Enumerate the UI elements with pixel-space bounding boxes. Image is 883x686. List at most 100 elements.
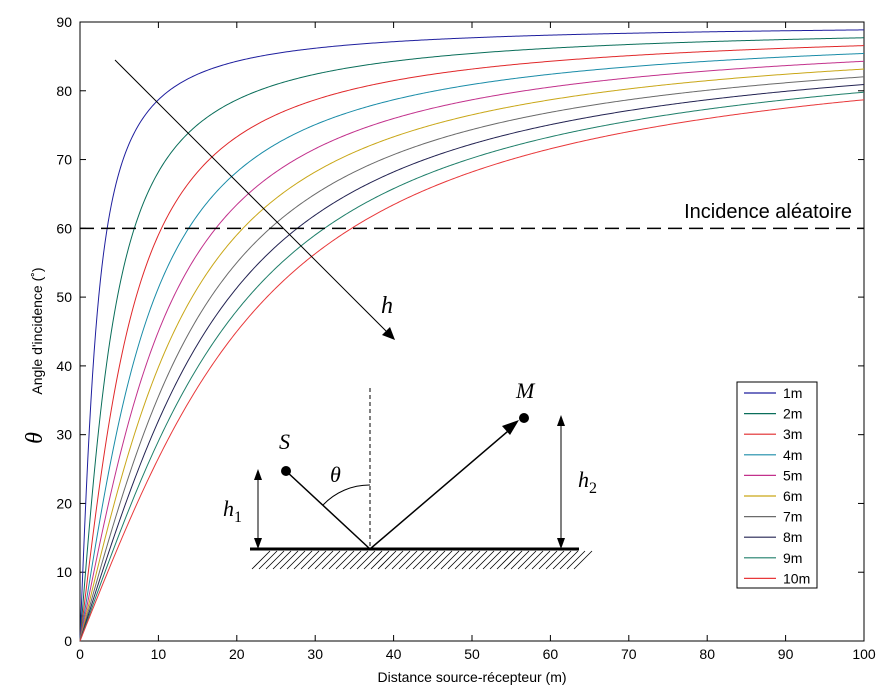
y-axis-symbol: θ [22, 432, 48, 444]
hatch-line [356, 550, 376, 570]
hatch-line [538, 550, 558, 570]
hatch-line [363, 550, 383, 570]
hatch-line [461, 550, 481, 570]
series-line-5m [79, 60, 865, 642]
hatch-line [321, 550, 341, 570]
series-line-1m [79, 29, 865, 642]
hatch-line [510, 550, 530, 570]
hatch-line [412, 550, 432, 570]
legend-label: 9m [783, 550, 802, 566]
hatch-line [447, 550, 467, 570]
hatch-line [517, 550, 537, 570]
hatch-line [251, 550, 271, 570]
hatch-line [272, 550, 292, 570]
y-tick-label: 90 [56, 14, 72, 30]
x-tick-label: 90 [778, 646, 794, 662]
x-tick-label: 80 [699, 646, 715, 662]
hatch-line [440, 550, 460, 570]
inset-h1-label-main: h [223, 496, 234, 521]
hatch-line [335, 550, 355, 570]
inset-h1-label: h1 [223, 496, 242, 526]
hatch-line [545, 550, 565, 570]
y-tick-label: 30 [56, 427, 72, 443]
series-line-6m [79, 68, 865, 642]
inset-h1-label-sub: 1 [234, 509, 242, 526]
inset-angle-label: θ [330, 462, 341, 487]
x-tick-label: 50 [464, 646, 480, 662]
hatch-line [286, 550, 306, 570]
hatch-line [566, 550, 586, 570]
legend-items: 1m 2m 3m 4m 5m 6m 7m 8m 9m 10m [744, 385, 810, 586]
inset-h2-arrowhead-top [557, 415, 565, 426]
hatch-line [475, 550, 495, 570]
x-tick-label: 40 [386, 646, 402, 662]
inset-incident-ray [285, 470, 371, 550]
hatch-line [573, 550, 593, 570]
inset-h1-arrowhead-top [254, 469, 262, 480]
hatch-line [426, 550, 446, 570]
trend-arrowhead [382, 327, 395, 340]
y-tick-label: 0 [64, 633, 72, 649]
hatch-line [370, 550, 390, 570]
hatch-line [531, 550, 551, 570]
legend-label: 2m [783, 406, 802, 422]
hatch-line [293, 550, 313, 570]
inset-h1-arrowhead-bottom [254, 538, 262, 549]
legend-label: 7m [783, 509, 802, 525]
hatch-line [503, 550, 523, 570]
ticks-layer: 0 10 20 30 40 50 60 70 80 90 100 0 10 20 30 40 50 60 70 80 9… [56, 14, 875, 662]
y-axis-title: Angle d'incidence (˚) [29, 267, 45, 394]
y-tick-label: 70 [56, 152, 72, 168]
series-line-2m [79, 37, 865, 642]
hatch-line [489, 550, 509, 570]
inset-h2-label-sub: 2 [589, 480, 597, 497]
hatch-line [349, 550, 369, 570]
legend-box [736, 381, 818, 589]
hatch-line [258, 550, 278, 570]
hatch-line [391, 550, 411, 570]
inset-h2-arrowhead-bottom [557, 538, 565, 549]
inset-h2-label: h2 [578, 467, 597, 497]
trend-arrow-label: h [381, 293, 393, 319]
hatch-line [454, 550, 474, 570]
hatch-line [419, 550, 439, 570]
hatch-line [496, 550, 516, 570]
y-tick-label: 50 [56, 289, 72, 305]
hatch-line [342, 550, 362, 570]
inset-angle-arc [322, 484, 371, 506]
legend-label: 1m [783, 385, 802, 401]
legend-label: 4m [783, 447, 802, 463]
x-tick-label: 70 [621, 646, 637, 662]
hatch-line [300, 550, 320, 570]
hatch-line [468, 550, 488, 570]
y-tick-label: 40 [56, 358, 72, 374]
hatch-line [559, 550, 579, 570]
trend-arrow-line [114, 59, 389, 334]
hatch-line [384, 550, 404, 570]
series-layer [79, 29, 865, 642]
hatch-line [307, 550, 327, 570]
hatch-line [265, 550, 285, 570]
reference-line-label: Incidence aléatoire [684, 201, 852, 223]
x-tick-label: 20 [229, 646, 245, 662]
hatch-line [398, 550, 418, 570]
inset-reflected-ray [369, 425, 515, 550]
y-tick-label: 80 [56, 83, 72, 99]
x-tick-label: 100 [852, 646, 876, 662]
inset-reflected-arrowhead [502, 420, 519, 435]
hatch-line [314, 550, 334, 570]
inset-diagram: S M θ h1 h2 [223, 378, 597, 570]
inset-ground-hatching [251, 550, 593, 570]
series-line-9m [79, 91, 865, 642]
legend-label: 5m [783, 467, 802, 483]
legend-label: 3m [783, 426, 802, 442]
hatch-line [524, 550, 544, 570]
inset-h2-label-main: h [578, 467, 589, 492]
x-tick-label: 0 [76, 646, 84, 662]
legend-label: 6m [783, 488, 802, 504]
inset-source-point [281, 466, 291, 476]
hatch-line [482, 550, 502, 570]
series-line-4m [79, 52, 865, 642]
